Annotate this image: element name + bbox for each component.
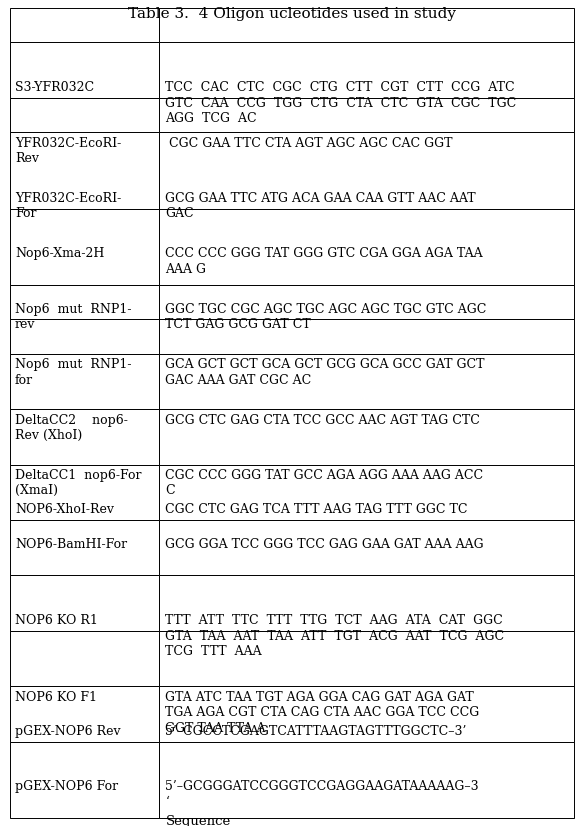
Bar <box>159 631 574 686</box>
Bar <box>10 742 159 818</box>
Text: pGEX-NOP6 Rev: pGEX-NOP6 Rev <box>15 725 121 738</box>
Bar <box>159 97 574 132</box>
Bar <box>159 209 574 285</box>
Bar <box>159 576 574 631</box>
Text: TCC  CAC  CTC  CGC  CTG  CTT  CGT  CTT  CCG  ATC
GTC  CAA  CCG  TGG  CTG  CTA  C: TCC CAC CTC CGC CTG CTT CGT CTT CCG ATC … <box>165 81 517 126</box>
Bar <box>10 576 159 631</box>
Bar <box>10 320 159 354</box>
Text: NOP6 KO R1: NOP6 KO R1 <box>15 615 98 627</box>
Text: YFR032C-EcoRI-
For: YFR032C-EcoRI- For <box>15 192 121 221</box>
Bar <box>10 209 159 285</box>
Text: TTT  ATT  TTC  TTT  TTG  TCT  AAG  ATA  CAT  GGC
GTA  TAA  AAT  TAA  ATT  TGT  A: TTT ATT TTC TTT TTG TCT AAG ATA CAT GGC … <box>165 615 505 658</box>
Bar <box>159 520 574 576</box>
Text: 5’–GCGGGATCCGGGTCCGAGGAAGATAAAAAG–3
‘: 5’–GCGGGATCCGGGTCCGAGGAAGATAAAAAG–3 ‘ <box>165 781 479 809</box>
Bar <box>10 42 159 97</box>
Text: DeltaCC2    nop6-
Rev (XhoI): DeltaCC2 nop6- Rev (XhoI) <box>15 414 128 442</box>
Bar <box>10 520 159 576</box>
Bar <box>159 464 574 520</box>
Text: pGEX-NOP6 For: pGEX-NOP6 For <box>15 781 118 793</box>
Bar <box>10 354 159 409</box>
Bar <box>159 132 574 209</box>
Text: Nop6  mut  RNP1-
for: Nop6 mut RNP1- for <box>15 358 131 387</box>
Bar <box>10 409 159 464</box>
Bar <box>159 285 574 320</box>
Text: GGC TGC CGC AGC TGC AGC AGC TGC GTC AGC
TCT GAG GCG GAT CT: GGC TGC CGC AGC TGC AGC AGC TGC GTC AGC … <box>165 303 487 331</box>
Text: NOP6 KO F1: NOP6 KO F1 <box>15 691 97 704</box>
Bar <box>10 464 159 520</box>
Text: CGC CCC GGG TAT GCC AGA AGG AAA AAG ACC
C: CGC CCC GGG TAT GCC AGA AGG AAA AAG ACC … <box>165 469 484 497</box>
Bar <box>159 686 574 742</box>
Text: 5’–CGCCTCGAGTCATTTAAGTAGTTTGGCTC–3’: 5’–CGCCTCGAGTCATTTAAGTAGTTTGGCTC–3’ <box>165 725 467 738</box>
Text: YFR032C-EcoRI-
Rev: YFR032C-EcoRI- Rev <box>15 136 121 165</box>
Text: S3-YFR032C: S3-YFR032C <box>15 81 94 94</box>
Bar <box>10 97 159 132</box>
Text: CGC GAA TTC CTA AGT AGC AGC CAC GGT: CGC GAA TTC CTA AGT AGC AGC CAC GGT <box>165 136 453 150</box>
Bar <box>10 8 159 42</box>
Text: GTA ATC TAA TGT AGA GGA CAG GAT AGA GAT
TGA AGA CGT CTA CAG CTA AAC GGA TCC CCG
: GTA ATC TAA TGT AGA GGA CAG GAT AGA GAT … <box>165 691 479 734</box>
Bar <box>159 42 574 97</box>
Bar <box>10 686 159 742</box>
Text: Nop6  mut  RNP1-
rev: Nop6 mut RNP1- rev <box>15 303 131 331</box>
Bar <box>10 132 159 209</box>
Bar <box>159 409 574 464</box>
Bar <box>159 354 574 409</box>
Text: Sequence: Sequence <box>165 814 231 826</box>
Bar <box>10 285 159 320</box>
Text: NOP6-BamHI-For: NOP6-BamHI-For <box>15 538 127 551</box>
Text: Nop6-Xma-2H: Nop6-Xma-2H <box>15 247 105 260</box>
Text: GCG CTC GAG CTA TCC GCC AAC AGT TAG CTC: GCG CTC GAG CTA TCC GCC AAC AGT TAG CTC <box>165 414 480 426</box>
Text: CCC CCC GGG TAT GGG GTC CGA GGA AGA TAA
AAA G: CCC CCC GGG TAT GGG GTC CGA GGA AGA TAA … <box>165 247 483 276</box>
Bar <box>159 320 574 354</box>
Bar <box>159 742 574 818</box>
Text: GCG GGA TCC GGG TCC GAG GAA GAT AAA AAG: GCG GGA TCC GGG TCC GAG GAA GAT AAA AAG <box>165 538 484 551</box>
Text: NOP6-XhoI-Rev: NOP6-XhoI-Rev <box>15 503 114 516</box>
Text: GCA GCT GCT GCA GCT GCG GCA GCC GAT GCT
GAC AAA GAT CGC AC: GCA GCT GCT GCA GCT GCG GCA GCC GAT GCT … <box>165 358 485 387</box>
Text: CGC CTC GAG TCA TTT AAG TAG TTT GGC TC: CGC CTC GAG TCA TTT AAG TAG TTT GGC TC <box>165 503 468 516</box>
Text: DeltaCC1  nop6-For
(XmaI): DeltaCC1 nop6-For (XmaI) <box>15 469 141 497</box>
Bar <box>159 8 574 42</box>
Text: GCG GAA TTC ATG ACA GAA CAA GTT AAC AAT
GAC: GCG GAA TTC ATG ACA GAA CAA GTT AAC AAT … <box>165 192 476 221</box>
Bar <box>10 631 159 686</box>
Text: Table 3.  4 Oligon ucleotides used in study: Table 3. 4 Oligon ucleotides used in stu… <box>128 7 456 21</box>
